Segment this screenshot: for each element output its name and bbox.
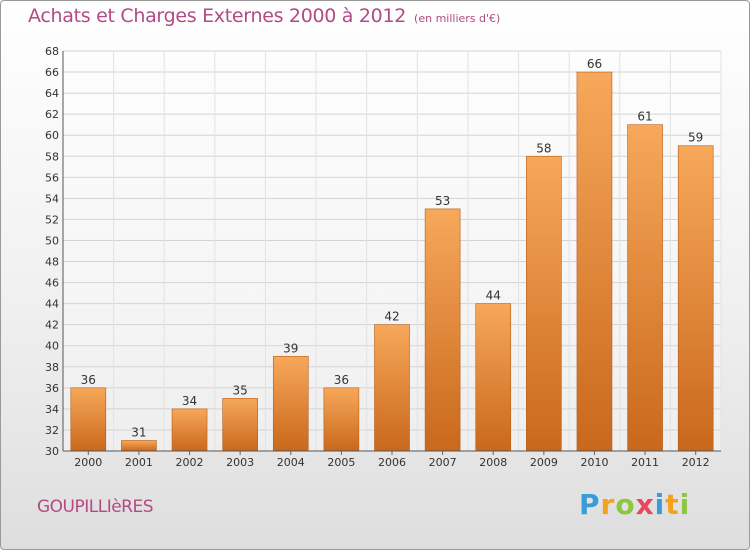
- x-tick-label: 2009: [530, 456, 558, 469]
- bar: [475, 303, 512, 452]
- bar-value-label: 53: [435, 194, 450, 208]
- x-tick-label: 2008: [479, 456, 507, 469]
- axes-group: 30 32 34 36 38 40 42 44 46 48 50 52 54 56 58 60 62 64 66 68…: [45, 45, 721, 469]
- bar-value-label: 58: [536, 141, 551, 155]
- bar-value-label: 42: [384, 310, 399, 324]
- x-tick-label: 2004: [277, 456, 305, 469]
- logo-letter: r: [600, 488, 616, 521]
- town-name: GOUPILLIèRES: [37, 497, 154, 517]
- bar-value-label: 35: [233, 383, 248, 397]
- x-tick-label: 2011: [631, 456, 659, 469]
- x-tick-label: 2012: [682, 456, 710, 469]
- x-tick-label: 2006: [378, 456, 406, 469]
- y-tick-label: 44: [45, 298, 59, 311]
- y-tick-label: 54: [45, 192, 59, 205]
- bars-group: 36 31 34 35 39 36 42 53 44 58 66 61 59: [70, 57, 714, 452]
- bar: [70, 387, 107, 452]
- bar: [627, 124, 663, 452]
- bar: [526, 155, 562, 452]
- y-tick-label: 60: [45, 129, 59, 142]
- bar-value-label: 44: [486, 289, 501, 303]
- y-tick-label: 56: [45, 171, 59, 184]
- y-tick-label: 48: [45, 256, 59, 269]
- bar: [424, 208, 461, 452]
- y-tick-label: 46: [45, 277, 59, 290]
- y-tick-label: 50: [45, 234, 59, 247]
- chart-title-text: Achats et Charges Externes 2000 à 2012: [28, 5, 407, 27]
- y-tick-label: 68: [45, 45, 59, 58]
- x-tick-label: 2001: [125, 456, 153, 469]
- x-tick-label: 2007: [429, 456, 457, 469]
- proxiti-logo: Proxiti: [579, 488, 690, 521]
- chart-title: Achats et Charges Externes 2000 à 2012 (e…: [28, 5, 500, 27]
- x-tick-label: 2003: [226, 456, 254, 469]
- y-tick-label: 42: [45, 319, 59, 332]
- bar-value-label: 59: [688, 131, 703, 145]
- bar-value-label: 39: [283, 341, 298, 355]
- y-tick-label: 38: [45, 361, 59, 374]
- bar-value-label: 61: [637, 110, 652, 124]
- x-tick-label: 2005: [327, 456, 355, 469]
- y-tick-label: 62: [45, 108, 59, 121]
- y-tick-label: 36: [45, 382, 59, 395]
- bar: [272, 355, 309, 452]
- y-tick-label: 52: [45, 213, 59, 226]
- logo-letter: o: [615, 488, 636, 521]
- logo-letter: i: [679, 488, 691, 521]
- x-tick-label: 2010: [580, 456, 608, 469]
- logo-letter: P: [579, 488, 601, 521]
- x-tick-label: 2000: [74, 456, 102, 469]
- bar: [171, 408, 208, 452]
- logo-letter: i: [654, 488, 666, 521]
- bar-value-label: 34: [182, 394, 197, 408]
- chart-unit-label: (en milliers d'€): [414, 12, 501, 25]
- y-tick-label: 40: [45, 340, 59, 353]
- y-tick-label: 64: [45, 87, 59, 100]
- bar-value-label: 36: [334, 373, 349, 387]
- bar: [576, 71, 613, 452]
- y-tick-label: 32: [45, 424, 59, 437]
- y-tick-label: 58: [45, 150, 59, 163]
- bar: [121, 440, 157, 452]
- bar: [677, 145, 714, 452]
- y-tick-label: 66: [45, 66, 59, 79]
- logo-letter: t: [665, 488, 680, 521]
- bar-value-label: 36: [81, 373, 96, 387]
- y-tick-label: 30: [45, 445, 59, 458]
- y-tick-label: 34: [45, 403, 59, 416]
- bar: [323, 387, 360, 452]
- bar: [374, 324, 410, 452]
- x-tick-label: 2002: [176, 456, 204, 469]
- logo-letter: x: [635, 488, 655, 521]
- bar-value-label: 66: [587, 57, 602, 71]
- bar-value-label: 31: [131, 425, 146, 439]
- bar: [222, 398, 258, 452]
